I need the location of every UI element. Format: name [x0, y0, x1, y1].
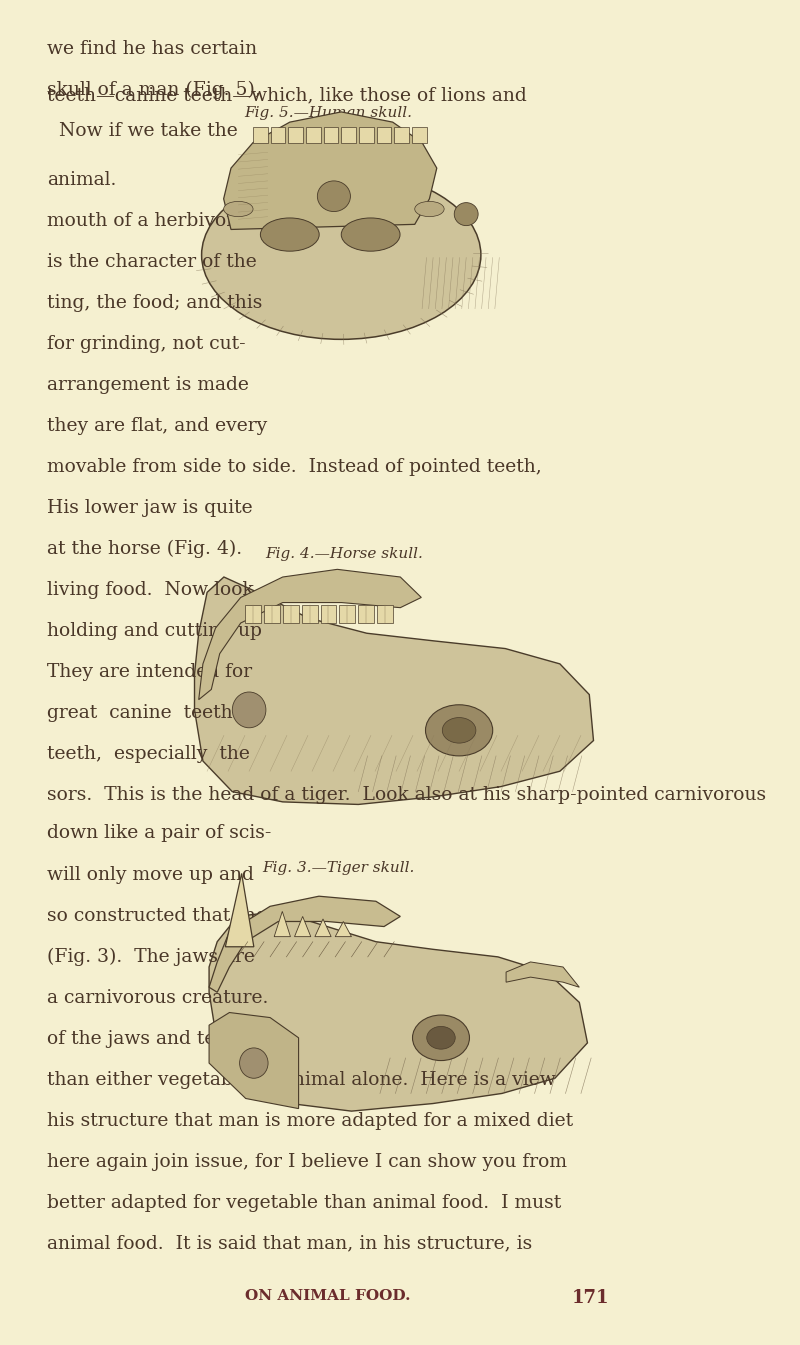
Bar [245, 605, 261, 623]
Text: at the horse (Fig. 4).: at the horse (Fig. 4). [47, 541, 242, 558]
Bar [339, 605, 355, 623]
Text: great  canine  teeth.: great canine teeth. [47, 705, 238, 722]
Ellipse shape [202, 171, 481, 339]
Text: of the jaws and teeth of: of the jaws and teeth of [47, 1030, 270, 1048]
Text: animal.: animal. [47, 171, 117, 188]
Text: here again join issue, for I believe I can show you from: here again join issue, for I believe I c… [47, 1153, 567, 1170]
Bar [321, 605, 337, 623]
Bar [288, 128, 303, 143]
Text: They are intended for: They are intended for [47, 663, 252, 681]
Text: they are flat, and every: they are flat, and every [47, 417, 267, 434]
Ellipse shape [426, 1026, 455, 1049]
Bar [394, 128, 409, 143]
Bar [358, 605, 374, 623]
Polygon shape [224, 112, 437, 230]
Polygon shape [274, 912, 290, 936]
Text: is the character of the: is the character of the [47, 253, 257, 270]
Ellipse shape [426, 705, 493, 756]
Bar [378, 605, 393, 623]
Polygon shape [506, 962, 579, 987]
Bar [342, 128, 356, 143]
Ellipse shape [414, 202, 444, 217]
Bar [264, 605, 280, 623]
Polygon shape [194, 577, 594, 804]
Text: skull of a man (Fig. 5),: skull of a man (Fig. 5), [47, 81, 261, 100]
Ellipse shape [342, 218, 400, 252]
Bar [377, 128, 391, 143]
Bar [270, 128, 286, 143]
Polygon shape [226, 873, 254, 947]
Bar [282, 605, 298, 623]
Text: animal food.  It is said that man, in his structure, is: animal food. It is said that man, in his… [47, 1235, 533, 1252]
Text: mouth of a herbivorous: mouth of a herbivorous [47, 213, 268, 230]
Text: a carnivorous creature.: a carnivorous creature. [47, 989, 269, 1006]
Text: teeth—canine teeth—which, like those of lions and: teeth—canine teeth—which, like those of … [47, 86, 527, 104]
Text: living food.  Now look: living food. Now look [47, 581, 254, 599]
Ellipse shape [442, 717, 476, 742]
Polygon shape [294, 916, 310, 936]
Polygon shape [315, 919, 331, 936]
Text: we find he has certain: we find he has certain [47, 40, 258, 58]
Text: his structure that man is more adapted for a mixed diet: his structure that man is more adapted f… [47, 1111, 574, 1130]
Text: Fig. 4.—Horse skull.: Fig. 4.—Horse skull. [266, 547, 423, 561]
Text: teeth,  especially  the: teeth, especially the [47, 745, 250, 763]
Text: down like a pair of scis-: down like a pair of scis- [47, 824, 272, 842]
Text: so constructed that they: so constructed that they [47, 907, 278, 924]
Text: better adapted for vegetable than animal food.  I must: better adapted for vegetable than animal… [47, 1194, 562, 1212]
Text: arrangement is made: arrangement is made [47, 377, 249, 394]
Bar [253, 128, 268, 143]
Polygon shape [209, 912, 587, 1111]
Text: Fig. 5.—Human skull.: Fig. 5.—Human skull. [244, 106, 412, 120]
Ellipse shape [224, 202, 253, 217]
Polygon shape [198, 569, 422, 699]
Bar [359, 128, 374, 143]
Bar [324, 128, 338, 143]
Text: ting, the food; and this: ting, the food; and this [47, 295, 262, 312]
Ellipse shape [239, 1048, 268, 1079]
Polygon shape [209, 1013, 298, 1108]
Text: movable from side to side.  Instead of pointed teeth,: movable from side to side. Instead of po… [47, 459, 542, 476]
Ellipse shape [232, 691, 266, 728]
Text: sors.  This is the head of a tiger.  Look also at his sharp-pointed carnivorous: sors. This is the head of a tiger. Look … [47, 787, 766, 804]
Text: Fig. 3.—Tiger skull.: Fig. 3.—Tiger skull. [262, 861, 414, 874]
Text: for grinding, not cut-: for grinding, not cut- [47, 335, 246, 352]
Polygon shape [209, 896, 400, 993]
Text: ON ANIMAL FOOD.: ON ANIMAL FOOD. [246, 1289, 411, 1302]
Text: 171: 171 [571, 1289, 609, 1306]
Bar [306, 128, 321, 143]
Text: (Fig. 3).  The jaws are: (Fig. 3). The jaws are [47, 947, 255, 966]
Bar [412, 128, 426, 143]
Text: will only move up and: will only move up and [47, 866, 254, 884]
Ellipse shape [318, 180, 350, 211]
Ellipse shape [413, 1015, 470, 1061]
Bar [302, 605, 318, 623]
Text: than either vegetable or animal alone.  Here is a view: than either vegetable or animal alone. H… [47, 1071, 556, 1088]
Ellipse shape [260, 218, 319, 252]
Ellipse shape [454, 203, 478, 226]
Text: Now if we take the: Now if we take the [47, 122, 238, 140]
Text: holding and cutting up: holding and cutting up [47, 623, 262, 640]
Polygon shape [335, 921, 351, 936]
Text: His lower jaw is quite: His lower jaw is quite [47, 499, 253, 516]
